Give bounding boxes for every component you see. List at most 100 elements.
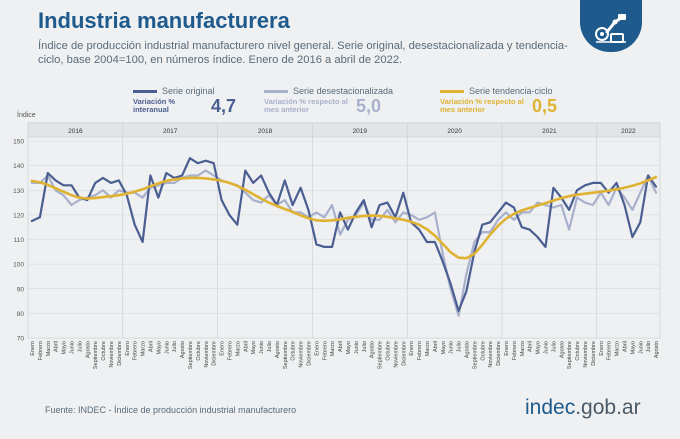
x-tick-label: Marzo [615, 341, 621, 356]
x-tick-label: Septiembre [283, 341, 289, 369]
x-tick-label: Agosto [85, 341, 91, 358]
x-tick-label: Septiembre [188, 341, 194, 369]
legend-desest-name: Serie desestacionalizada [293, 86, 394, 96]
x-tick-label: Julio [646, 341, 652, 352]
y-axis-label: Índice [17, 110, 36, 119]
x-tick-label: Agosto [275, 341, 281, 358]
year-label: 2020 [447, 128, 462, 135]
chart-title: Industria manufacturera [38, 8, 290, 33]
x-tick-label: Agosto [559, 341, 565, 358]
year-label: 2019 [353, 128, 368, 135]
source-note: Fuente: INDEC - Índice de producción ind… [45, 405, 297, 415]
x-tick-label: Agosto [180, 341, 186, 358]
y-tick-label: 90 [17, 286, 25, 293]
x-tick-label: Noviembre [109, 341, 115, 368]
logo-badge [580, 0, 642, 52]
x-tick-label: Abril [622, 341, 628, 352]
legend-tendencia: Serie tendencia-ciclo Variación % respec… [440, 86, 590, 116]
x-tick-label: Octubre [196, 341, 202, 361]
brand-name: indec [525, 396, 576, 419]
legend-tendencia-name: Serie tendencia-ciclo [469, 86, 553, 96]
x-tick-label: Noviembre [488, 341, 494, 368]
x-tick-label: Octubre [480, 341, 486, 361]
x-tick-label: Junio [259, 341, 265, 354]
series-line-original [30, 157, 658, 312]
x-tick-label: Junio [449, 341, 455, 354]
legend-original-swatch [133, 90, 157, 94]
legend-original-name: Serie original [162, 86, 215, 96]
x-tick-label: Junio [638, 341, 644, 354]
x-tick-label: Julio [551, 341, 557, 352]
x-tick-label: Febrero [607, 341, 613, 360]
plot-area [27, 122, 661, 339]
series-line-desestacionalizada [30, 169, 658, 317]
year-label: 2016 [68, 128, 83, 135]
x-tick-label: Abril [528, 341, 534, 352]
x-tick-label: Mayo [62, 341, 68, 354]
x-tick-label: Julio [267, 341, 273, 352]
x-tick-label: Octubre [101, 341, 107, 361]
x-tick-label: Octubre [291, 341, 297, 361]
x-tick-label: Febrero [512, 341, 518, 360]
x-tick-label: Febrero [38, 341, 44, 360]
x-tick-label: Diciembre [117, 341, 123, 366]
x-tick-label: Mayo [156, 341, 162, 354]
x-tick-label: Noviembre [583, 341, 589, 368]
x-tick-label: Septiembre [472, 341, 478, 369]
x-tick-label: Diciembre [591, 341, 597, 366]
x-tick-label: Mayo [346, 341, 352, 354]
y-tick-label: 100 [13, 262, 24, 269]
x-tick-label: Abril [433, 341, 439, 352]
x-tick-label: Enero [599, 341, 605, 356]
x-tick-label: Octubre [385, 341, 391, 361]
x-tick-label: Julio [172, 341, 178, 352]
legend-desest-swatch [264, 90, 288, 94]
year-label: 2022 [621, 128, 636, 135]
chart-subtitle: Índice de producción industrial manufact… [38, 40, 568, 66]
x-tick-label: Febrero [417, 341, 423, 360]
x-tick-label: Agosto [370, 341, 376, 358]
x-tick-label: Marzo [520, 341, 526, 356]
legend-desest: Serie desestacionalizada Variación % res… [264, 86, 414, 116]
x-tick-label: Junio [164, 341, 170, 354]
legend-tendencia-swatch [440, 90, 464, 94]
legend-tendencia-stat-label: Variación % respecto al mes anterior [440, 97, 524, 114]
y-tick-label: 130 [13, 188, 24, 195]
x-tick-label: Marzo [425, 341, 431, 356]
legend-tendencia-stat-value: 0,5 [532, 96, 558, 116]
series-line-tendencia-ciclo [30, 175, 658, 260]
x-tick-label: Junio [354, 341, 360, 354]
brand-logo: indec.gob.ar [525, 396, 641, 420]
legend-original-stat-label: Variación % interanual [133, 97, 176, 114]
x-tick-label: Abril [148, 341, 154, 352]
x-tick-label: Agosto [464, 341, 470, 358]
brand-domain: .gob.ar [575, 396, 641, 419]
x-tick-label: Julio [77, 341, 83, 352]
x-tick-label: Febrero [322, 341, 328, 360]
year-label: 2018 [258, 128, 273, 135]
x-tick-label: Enero [30, 341, 36, 356]
x-tick-label: Septiembre [378, 341, 384, 369]
x-tick-label: Septiembre [567, 341, 573, 369]
x-tick-label: Noviembre [393, 341, 399, 368]
x-tick-label: Marzo [141, 341, 147, 356]
x-tick-label: Mayo [441, 341, 447, 354]
x-tick-label: Abril [338, 341, 344, 352]
x-tick-label: Febrero [133, 341, 139, 360]
legend-desest-stat-value: 5,0 [356, 96, 382, 116]
x-tick-label: Enero [314, 341, 320, 356]
x-tick-label: Mayo [630, 341, 636, 354]
y-tick-label: 120 [13, 212, 24, 219]
x-tick-label: Noviembre [204, 341, 210, 368]
x-tick-label: Abril [54, 341, 60, 352]
x-tick-label: Marzo [330, 341, 336, 356]
x-tick-label: Enero [409, 341, 415, 356]
legend-original-stat-value: 4,7 [211, 96, 237, 116]
x-tick-label: Septiembre [93, 341, 99, 369]
x-tick-label: Diciembre [401, 341, 407, 366]
x-tick-label: Mayo [251, 341, 257, 354]
x-tick-label: Julio [362, 341, 368, 352]
x-tick-label: Enero [125, 341, 131, 356]
y-tick-label: 150 [13, 139, 24, 146]
